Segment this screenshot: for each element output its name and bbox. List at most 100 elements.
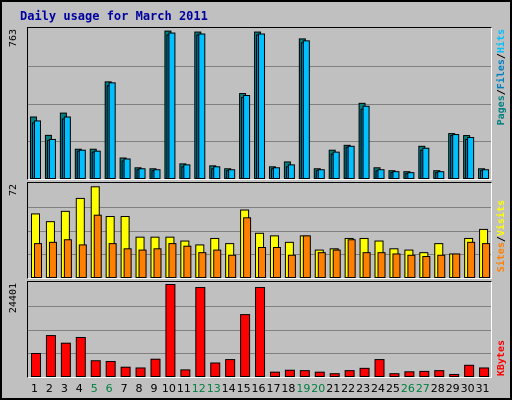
hits-bar xyxy=(482,169,490,179)
hits-bar xyxy=(332,151,340,179)
sites-bar xyxy=(482,243,491,278)
x-tick-label: 31 xyxy=(475,382,490,395)
top-ymax-label: 763 xyxy=(8,29,19,48)
kbytes-bar xyxy=(105,360,116,377)
hits-bar xyxy=(63,116,71,179)
kbytes-bar xyxy=(75,336,86,377)
x-tick-label: 18 xyxy=(281,382,296,395)
kbytes-bar xyxy=(225,359,236,377)
legend-visits: Visits xyxy=(496,200,507,237)
hits-bar xyxy=(168,32,176,179)
hits-bar xyxy=(198,33,206,179)
pages-files-hits-panel xyxy=(27,27,492,180)
kbytes-bar xyxy=(90,360,101,377)
bottom-ymax-label: 24401 xyxy=(8,283,19,314)
kbytes-bar xyxy=(269,371,280,377)
kbytes-bar xyxy=(434,370,445,377)
hits-bar xyxy=(123,158,131,179)
legend-sep: / xyxy=(496,89,507,96)
top-legend: Pages/Files/Hits xyxy=(496,29,507,125)
bottom-legend: KBytes xyxy=(496,340,507,376)
x-tick-label: 17 xyxy=(266,382,281,395)
sites-bar xyxy=(198,252,207,278)
sites-bar xyxy=(407,254,416,278)
hits-bar xyxy=(138,168,146,179)
sites-bar xyxy=(138,249,147,278)
kbytes-bar xyxy=(344,370,355,377)
kbytes-bar xyxy=(45,335,56,377)
sites-bar xyxy=(347,239,356,278)
hits-bar xyxy=(93,150,101,179)
kbytes-panel xyxy=(27,281,492,378)
hits-bar xyxy=(48,138,56,179)
middle-legend: Sites/Visits xyxy=(496,200,507,272)
sites-bar xyxy=(78,244,87,278)
x-tick-label: 3 xyxy=(60,382,68,395)
x-tick-label: 14 xyxy=(221,382,236,395)
legend-sites: Sites xyxy=(496,242,507,273)
hits-bar xyxy=(213,166,221,179)
x-tick-label: 7 xyxy=(120,382,128,395)
sites-bar xyxy=(213,249,222,278)
pages-files-hits-plot xyxy=(28,30,491,179)
sites-bar xyxy=(317,252,326,278)
x-tick-label: 25 xyxy=(385,382,400,395)
hits-bar xyxy=(287,164,295,179)
x-tick-label: 1 xyxy=(31,382,38,395)
sites-bar xyxy=(332,249,341,278)
kbytes-bar xyxy=(464,364,475,377)
x-tick-label: 6 xyxy=(105,382,113,395)
sites-bar xyxy=(123,248,132,278)
sites-bar xyxy=(377,252,386,278)
legend-hits: Hits xyxy=(496,29,507,54)
hits-bar xyxy=(392,171,400,179)
kbytes-plot xyxy=(28,284,491,377)
hits-bar xyxy=(467,137,475,179)
hits-bar xyxy=(347,145,355,179)
kbytes-bar xyxy=(329,373,340,377)
legend-sep: / xyxy=(496,236,507,243)
sites-bar xyxy=(392,253,401,278)
kbytes-bar xyxy=(135,367,146,377)
sites-bar xyxy=(422,256,431,278)
x-tick-label: 24 xyxy=(371,382,386,395)
sites-bar xyxy=(168,243,177,278)
sites-bar xyxy=(287,254,296,278)
kbytes-bar xyxy=(165,284,176,377)
kbytes-bar xyxy=(404,371,415,377)
sites-bar xyxy=(452,253,461,278)
sites-visits-plot xyxy=(28,186,491,278)
kbytes-bar xyxy=(374,359,385,377)
hits-bar xyxy=(228,169,236,179)
kbytes-bar xyxy=(120,366,131,377)
kbytes-bar xyxy=(419,370,430,377)
kbytes-bar xyxy=(31,352,41,377)
kbytes-bar xyxy=(195,287,206,377)
x-tick-label: 21 xyxy=(326,382,341,395)
hits-bar xyxy=(437,171,445,179)
x-tick-label: 28 xyxy=(430,382,445,395)
hits-bar xyxy=(407,172,415,179)
x-tick-label: 20 xyxy=(311,382,326,395)
hits-bar xyxy=(452,134,460,179)
legend-pages: Pages xyxy=(496,95,507,126)
legend-kbytes: KBytes xyxy=(496,340,507,377)
x-tick-label: 11 xyxy=(176,382,191,395)
x-tick-label: 26 xyxy=(400,382,415,395)
x-tick-label: 27 xyxy=(415,382,430,395)
middle-ymax-label: 72 xyxy=(8,184,19,197)
hits-bar xyxy=(108,82,116,179)
chart-title: Daily usage for March 2011 xyxy=(20,9,208,23)
sites-bar xyxy=(243,217,252,278)
sites-visits-panel xyxy=(27,182,492,279)
x-tick-label: 5 xyxy=(90,382,98,395)
x-tick-label: 12 xyxy=(191,382,206,395)
sites-bar xyxy=(228,254,237,278)
x-tick-label: 29 xyxy=(445,382,460,395)
hits-bar xyxy=(302,40,310,179)
x-tick-label: 9 xyxy=(150,382,158,395)
x-tick-label: 30 xyxy=(460,382,475,395)
hits-bar xyxy=(317,169,325,179)
x-tick-label: 10 xyxy=(161,382,176,395)
